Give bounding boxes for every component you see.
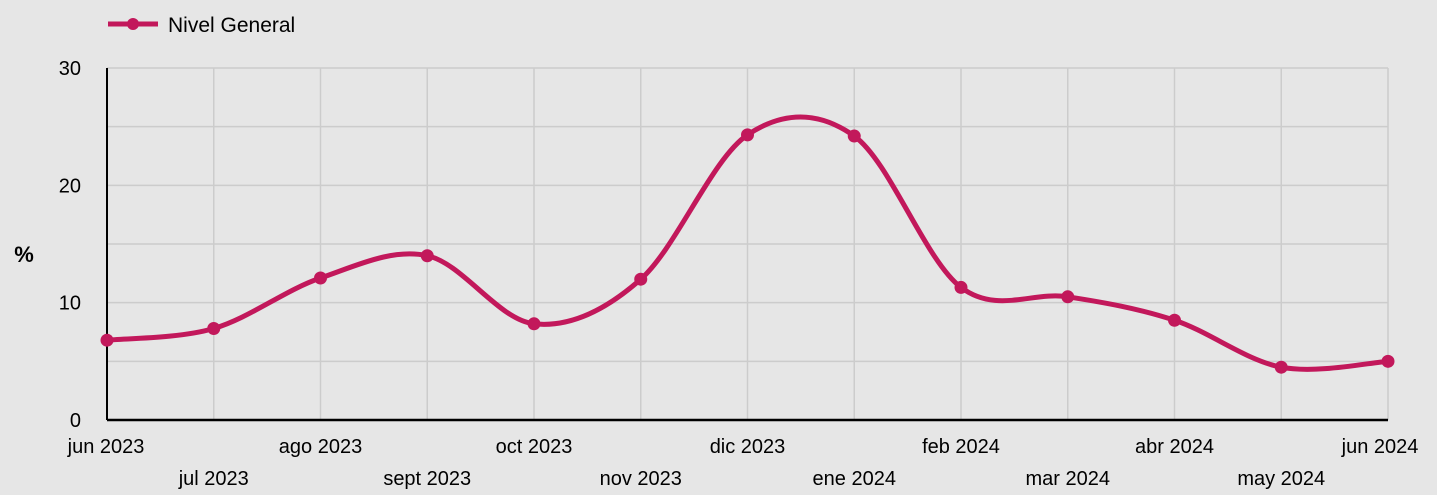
- x-tick-label: nov 2023: [600, 468, 682, 490]
- x-tick-label: oct 2023: [496, 436, 573, 458]
- grid-lines: [107, 67, 1389, 420]
- legend: Nivel General: [108, 14, 295, 37]
- x-tick-label: jun 2023: [67, 436, 145, 458]
- x-tick-label: may 2024: [1237, 468, 1325, 490]
- y-tick-label: 10: [59, 293, 81, 315]
- data-point: [847, 129, 861, 143]
- y-axis-label: %: [14, 242, 34, 267]
- y-tick-label: 20: [59, 175, 81, 197]
- data-point: [1168, 313, 1181, 327]
- data-point: [741, 128, 754, 142]
- data-point: [954, 280, 968, 294]
- data-point: [1381, 354, 1395, 368]
- x-tick-label: mar 2024: [1026, 468, 1111, 490]
- x-tick-label: jun 2024: [1341, 436, 1419, 458]
- data-point: [634, 272, 648, 286]
- data-point: [100, 333, 114, 347]
- y-tick-label: 30: [59, 58, 81, 80]
- legend-label: Nivel General: [168, 14, 295, 37]
- y-tick-label: 0: [70, 410, 81, 432]
- x-tick-label: ene 2024: [813, 468, 896, 490]
- data-point: [527, 317, 541, 331]
- x-tick-label: jul 2023: [178, 468, 249, 490]
- x-tick-label: sept 2023: [383, 468, 471, 490]
- x-tick-label: abr 2024: [1135, 436, 1214, 458]
- legend-dot-marker: [127, 18, 139, 30]
- series-layer: [100, 114, 1395, 374]
- data-point: [1061, 290, 1075, 304]
- data-point: [314, 271, 327, 285]
- data-point: [207, 321, 221, 335]
- data-point: [1274, 360, 1288, 374]
- x-tick-label: ago 2023: [279, 436, 362, 458]
- data-point: [420, 249, 434, 263]
- x-tick-label: dic 2023: [710, 436, 786, 458]
- x-tick-label: feb 2024: [922, 436, 1000, 458]
- axes: 0 10 20 30 jun 2023 jul 2023 ago 2023 sept 2023…: [59, 58, 1419, 490]
